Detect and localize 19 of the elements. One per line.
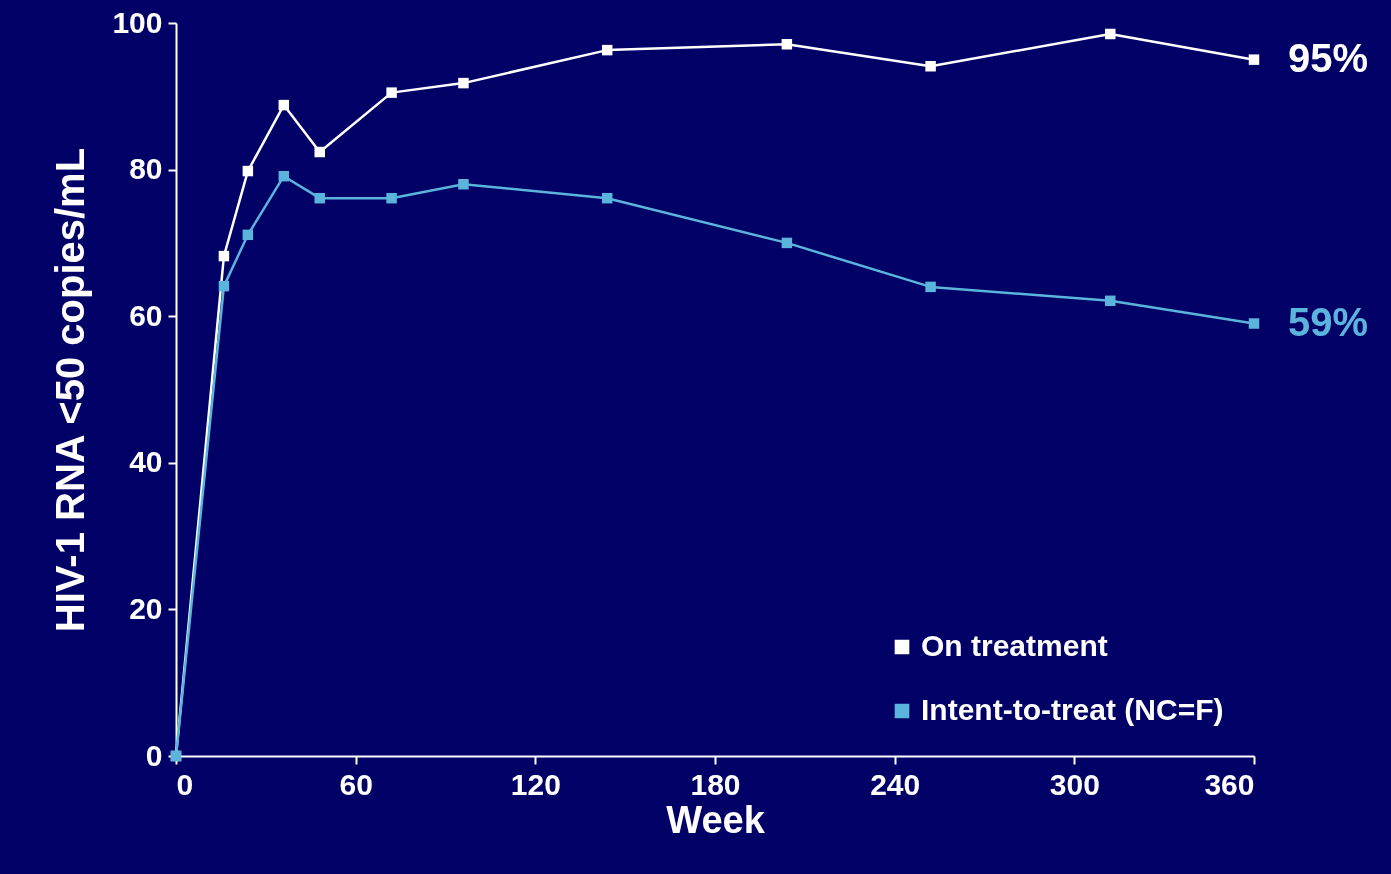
y-tick-label: 80 [129,152,163,186]
y-tick-label: 0 [145,738,163,772]
x-tick-label: 180 [690,767,741,801]
y-tick-label: 40 [129,445,163,479]
legend-label: On treatment [921,629,1108,662]
legend-label: Intent-to-treat (NC=F) [921,693,1224,726]
y-tick-label: 100 [112,5,163,39]
annotation: 95% [1288,35,1369,80]
x-tick-label: 240 [870,767,921,801]
x-tick-label: 360 [1204,767,1255,801]
annotation: 59% [1288,299,1369,344]
y-axis-title: HIV-1 RNA <50 copies/mL [48,147,93,633]
x-axis-title: Week [666,798,766,841]
x-tick-label: 300 [1049,767,1100,801]
x-tick-label: 0 [176,767,194,801]
y-tick-label: 20 [129,591,163,625]
y-tick-label: 60 [129,298,163,332]
x-tick-label: 120 [510,767,561,801]
x-tick-label: 60 [339,767,373,801]
